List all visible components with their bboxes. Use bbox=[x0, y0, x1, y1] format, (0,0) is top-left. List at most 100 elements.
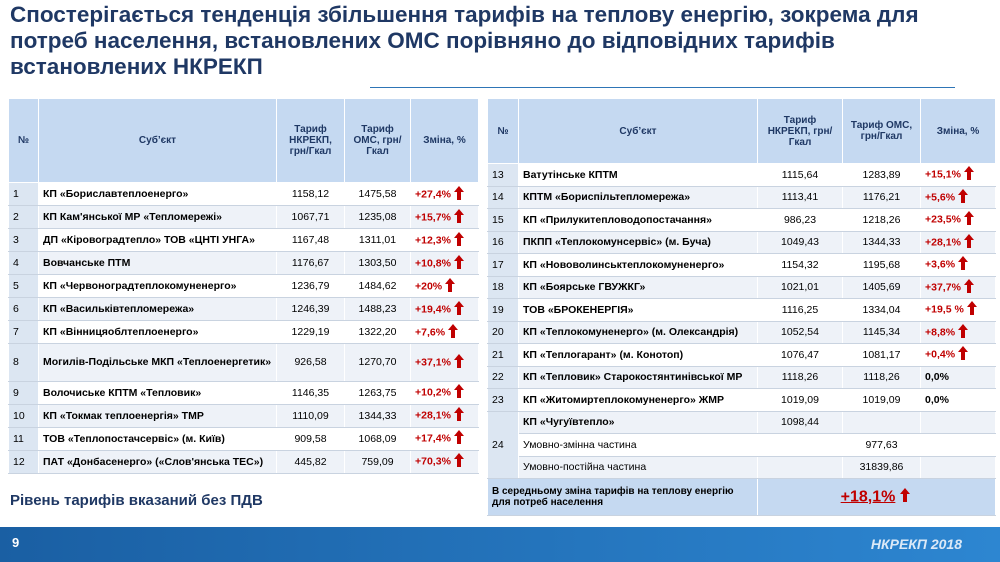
cell: 1118,26 bbox=[757, 365, 843, 389]
cell: 1113,41 bbox=[757, 185, 843, 209]
cell: +37,7% bbox=[920, 275, 996, 299]
cell: +8,8% bbox=[920, 320, 996, 344]
cell: 1283,89 bbox=[842, 163, 921, 187]
cell: 1475,58 bbox=[344, 182, 411, 206]
title: Спостерігається тенденція збільшення тар… bbox=[10, 2, 919, 79]
up-arrow bbox=[958, 256, 969, 273]
row: 20 КП «Теплокомуненерго» (м. Олександрія)… bbox=[487, 320, 996, 344]
cell: +12,3% bbox=[410, 228, 479, 252]
header-cell: Тариф НКРЕКП, грн/Гкал bbox=[276, 98, 345, 183]
cell: 7 bbox=[8, 320, 39, 344]
cell: КП «Прилукитепловодопостачання» bbox=[518, 208, 758, 232]
up-arrow bbox=[963, 278, 974, 296]
cell: 977,63 bbox=[842, 433, 921, 457]
divider bbox=[370, 87, 955, 88]
cell: +5,6% bbox=[920, 185, 996, 209]
cell: +70,3% bbox=[410, 449, 479, 474]
arrow-icon bbox=[448, 323, 459, 338]
cell bbox=[920, 455, 996, 479]
cell: +3,6% bbox=[920, 253, 996, 277]
arrow-icon bbox=[963, 166, 974, 181]
cell: 1235,08 bbox=[344, 205, 411, 229]
cell: Умовно-змінна частина bbox=[518, 433, 758, 457]
cell: 1405,69 bbox=[842, 275, 921, 299]
cell: 1311,01 bbox=[344, 228, 411, 252]
cell: КП «Житомиртеплокомуненерго» ЖМР bbox=[518, 388, 758, 412]
up-arrow bbox=[453, 353, 464, 371]
cell: 1067,71 bbox=[276, 205, 345, 229]
cell: +28,1% bbox=[410, 403, 479, 428]
arrow-icon bbox=[958, 323, 969, 338]
cell: 13 bbox=[487, 163, 519, 187]
cell: 1270,70 bbox=[344, 343, 411, 382]
header-cell: № bbox=[487, 98, 519, 164]
arrow-icon bbox=[453, 231, 464, 246]
up-arrow bbox=[453, 208, 464, 226]
cell: +17,4% bbox=[410, 426, 479, 451]
cell: 15 bbox=[487, 208, 519, 232]
cell: 1303,50 bbox=[344, 251, 411, 275]
cell: 6 bbox=[8, 297, 39, 321]
row: 3 ДП «Кіровоградтепло» ТОВ «ЦНТІ УНГА» 116… bbox=[8, 228, 479, 252]
cell: КП «Токмак теплоенергія» ТМР bbox=[38, 403, 277, 428]
summary-row: В середньому зміна тарифів на теплову ен… bbox=[487, 478, 996, 516]
group-row: 24 КП «Чугуївтепло» 1098,44 bbox=[487, 410, 996, 479]
cell: КП «Боярське ГВУЖКГ» bbox=[518, 275, 758, 299]
cell: 2 bbox=[8, 205, 39, 229]
cell: ТОВ «Теплопостачсервіс» (м. Київ) bbox=[38, 426, 277, 451]
cell: ДП «Кіровоградтепло» ТОВ «ЦНТІ УНГА» bbox=[38, 228, 277, 252]
row: 21 КП «Теплогарант» (м. Конотоп) 1076,47 10… bbox=[487, 343, 996, 367]
arrow-icon bbox=[963, 233, 974, 248]
cell: 909,58 bbox=[276, 426, 345, 451]
cell: 8 bbox=[8, 343, 39, 382]
header-cell: № bbox=[8, 98, 39, 183]
cell: 9 bbox=[8, 380, 39, 405]
cell: Могилів-Подільське МКП «Теплоенергетик» bbox=[38, 343, 277, 382]
cell: КП «Васильківтепломережа» bbox=[38, 297, 277, 321]
cell: 1334,04 bbox=[842, 298, 921, 322]
header-cell: Тариф ОМС, грн/Гкал bbox=[842, 98, 921, 164]
cell: 3 bbox=[8, 228, 39, 252]
cell: 1076,47 bbox=[757, 343, 843, 367]
cell bbox=[920, 410, 996, 434]
cell: КП «Чугуївтепло» bbox=[518, 410, 758, 434]
brand: НКРЕКП 2018 bbox=[870, 536, 962, 552]
cell: 1322,20 bbox=[344, 320, 411, 344]
cell: 986,23 bbox=[757, 208, 843, 232]
row: 18 КП «Боярське ГВУЖКГ» 1021,01 1405,69 +37,… bbox=[487, 275, 996, 299]
arrow-icon bbox=[958, 346, 969, 361]
arrow-icon bbox=[958, 256, 969, 271]
row: 8 Могилів-Подільське МКП «Теплоенергетик»… bbox=[8, 343, 479, 382]
header-cell: Тариф НКРЕКП, грн/Гкал bbox=[757, 98, 843, 164]
cell: 1167,48 bbox=[276, 228, 345, 252]
up-arrow bbox=[958, 346, 969, 363]
cell: 14 bbox=[487, 185, 519, 209]
row: 23 КП «Житомиртеплокомуненерго» ЖМР 1019,0… bbox=[487, 388, 996, 412]
cell: +28,1% bbox=[920, 230, 996, 254]
cell: В середньому зміна тарифів на теплову ен… bbox=[487, 478, 758, 516]
cell: 1195,68 bbox=[842, 253, 921, 277]
row: 9 Волочиське КПТМ «Тепловик» 1146,35 1263,7… bbox=[8, 380, 479, 405]
footer: 9 НКРЕКП 2018 bbox=[0, 527, 1000, 562]
cell: 23 bbox=[487, 388, 519, 412]
cell: 1098,44 bbox=[757, 410, 843, 434]
cell: 1176,67 bbox=[276, 251, 345, 275]
cell: 1052,54 bbox=[757, 320, 843, 344]
header-row: № Суб’єкт Тариф НКРЕКП, грн/Гкал Тариф ОМС,… bbox=[8, 98, 479, 183]
up-arrow bbox=[898, 487, 912, 507]
cell: 1158,12 bbox=[276, 182, 345, 206]
cell: ПАТ «Донбасенерго» («Слов'янська ТЕС») bbox=[38, 449, 277, 474]
right-table: № Суб’єкт Тариф НКРЕКП, грн/Гкал Тариф ОМС,… bbox=[487, 98, 996, 516]
cell: Вовчанське ПТМ bbox=[38, 251, 277, 275]
row: 16 ПКПП «Теплокомунсервіс» (м. Буча) 1049,… bbox=[487, 230, 996, 254]
cell: 19 bbox=[487, 298, 519, 322]
cell: 1116,25 bbox=[757, 298, 843, 322]
up-arrow bbox=[963, 166, 974, 183]
arrow-icon bbox=[453, 185, 464, 200]
cell: 12 bbox=[8, 449, 39, 474]
header-cell: Суб’єкт bbox=[518, 98, 758, 164]
cell: 11 bbox=[8, 426, 39, 451]
arrow-icon bbox=[453, 208, 464, 223]
cell: 17 bbox=[487, 253, 519, 277]
row: 11 ТОВ «Теплопостачсервіс» (м. Київ) 909,5… bbox=[8, 426, 479, 451]
